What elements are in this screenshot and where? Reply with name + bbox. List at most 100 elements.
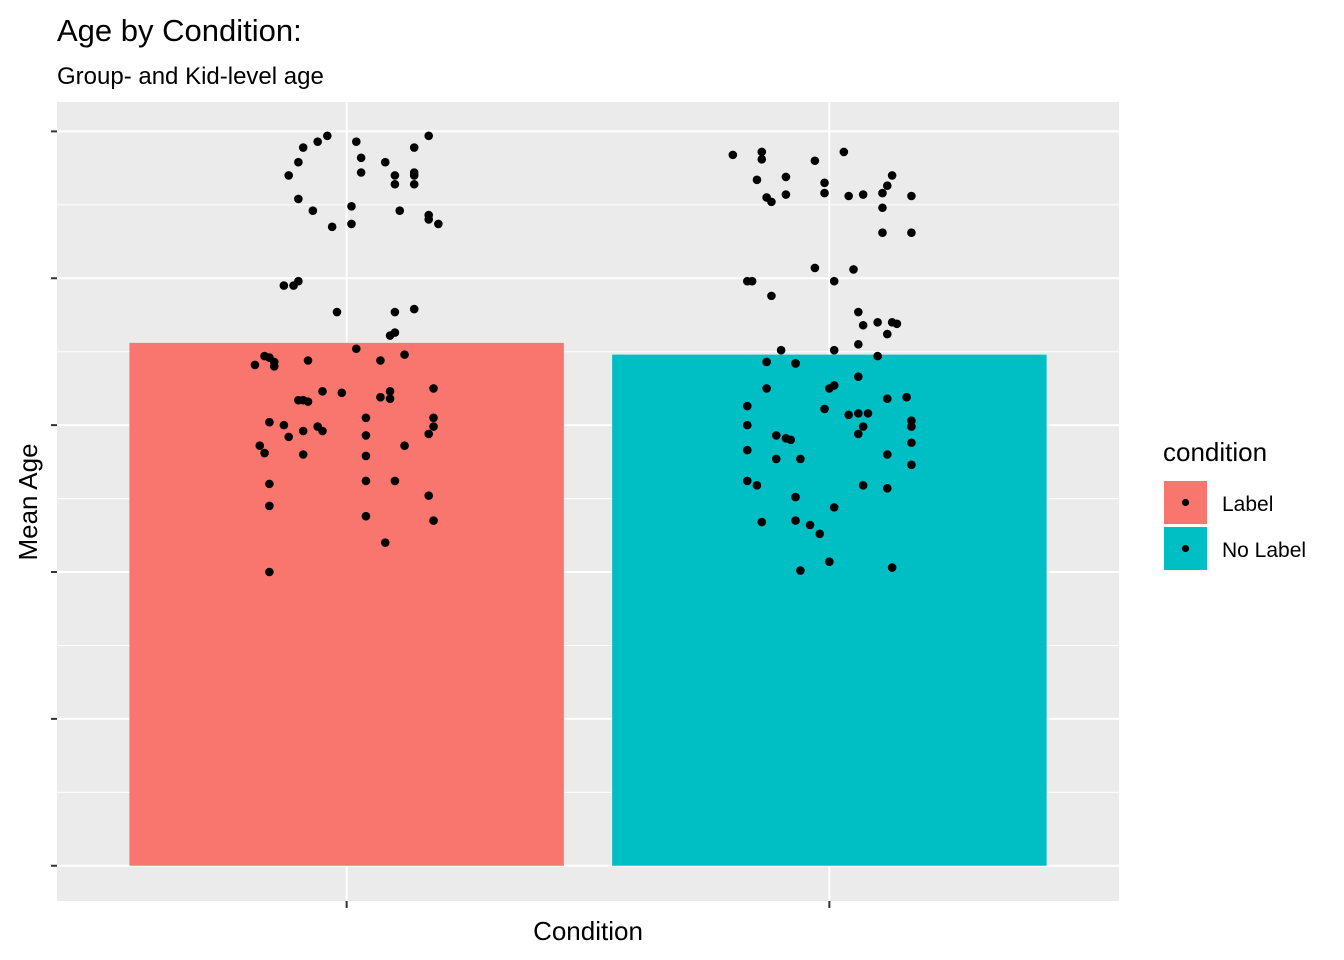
data-point [265,417,274,427]
data-point [380,538,390,547]
legend-title: condition [1163,437,1267,467]
data-point [791,492,800,502]
data-point [907,416,916,426]
data-point [356,153,366,163]
data-point [849,265,858,274]
data-point [878,188,887,198]
data-point [844,410,853,420]
data-point [858,481,868,490]
data-point [390,171,400,180]
data-point [284,171,294,180]
data-point [409,171,419,180]
data-point [907,460,916,470]
data-point [265,567,274,577]
data-point [882,329,892,339]
data-point [878,228,887,238]
data-point [351,137,361,146]
data-point [805,520,815,530]
data-point [279,420,289,430]
x-axis-title: Condition [533,916,643,946]
data-point [781,172,791,182]
data-point [298,450,308,459]
data-point [810,156,820,166]
data-point [791,516,800,525]
data-point [265,501,274,511]
bar-label [129,342,564,866]
data-point [882,181,892,191]
data-point [854,409,863,418]
data-point [429,384,438,393]
data-point [815,529,825,539]
legend-key-point [1181,498,1190,507]
data-point [873,318,882,327]
data-point [781,190,791,199]
data-point [844,191,853,201]
data-point [429,422,438,431]
jitter-points [250,131,916,577]
data-point [318,426,327,436]
data-point [829,381,839,390]
data-point [887,171,897,180]
data-point [858,320,868,330]
data-point [327,222,337,232]
data-point [390,328,400,337]
plot-panel [57,102,1119,901]
data-point [854,372,863,381]
data-point [907,438,916,448]
bar-no-label [612,354,1047,866]
data-point [762,357,771,367]
data-point [298,143,308,152]
data-point [810,263,820,273]
data-point [882,394,892,403]
data-point [284,432,294,442]
data-point [820,404,829,414]
data-point [400,350,409,359]
data-point [376,356,385,365]
data-point [337,388,347,398]
data-point [858,190,868,199]
data-point [743,401,752,411]
data-point [902,392,911,402]
data-point [854,429,863,439]
data-point [390,307,400,317]
data-point [829,345,839,355]
data-point [907,228,916,238]
bars [129,342,1047,866]
data-point [791,359,800,368]
data-point [424,429,434,439]
data-point [825,557,834,567]
data-point [269,362,279,371]
data-point [347,219,356,229]
data-point [318,387,327,396]
data-point [409,179,419,189]
data-point [743,420,752,430]
data-point [395,206,405,215]
data-point [289,281,298,290]
data-point [820,178,829,188]
data-point [361,511,371,521]
data-point [771,431,781,440]
chart-subtitle: Group- and Kid-level age [57,63,324,90]
data-point [390,476,400,486]
data-point [434,219,443,229]
data-point [887,563,897,572]
data-point [829,276,839,286]
data-point [776,345,786,355]
data-point [767,291,776,301]
data-point [400,441,409,450]
data-point [361,413,371,423]
chart-title: Age by Condition: [57,13,302,48]
data-point [771,454,781,464]
data-point [351,344,361,354]
data-point [873,351,882,361]
data-point [757,154,767,164]
data-point [839,147,849,157]
data-point [332,307,342,317]
data-point [747,276,757,286]
data-point [829,503,839,512]
legend-label-no-label: No Label [1222,539,1306,562]
data-point [255,441,265,450]
data-point [757,147,767,157]
data-point [752,175,762,185]
